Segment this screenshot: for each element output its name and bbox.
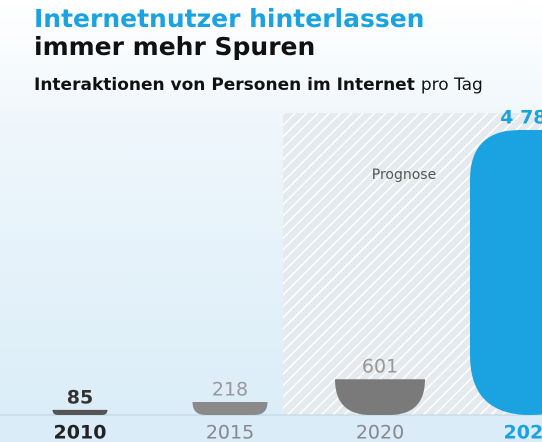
value-label: 601 <box>362 356 398 378</box>
forecast-label: Prognose <box>372 167 436 183</box>
value-label: 85 <box>67 386 93 408</box>
bar <box>53 410 108 415</box>
bar <box>470 130 542 415</box>
value-label: 4 785 <box>500 107 542 129</box>
x-tick-label: 2025 <box>504 422 542 442</box>
bar <box>335 379 425 415</box>
subtitle-main: Interaktionen von Personen im Internet <box>34 75 415 95</box>
value-label: 218 <box>212 379 248 401</box>
bar <box>193 402 268 415</box>
x-tick-label: 2010 <box>54 422 107 442</box>
x-tick-label: 2020 <box>356 422 404 442</box>
subtitle-unit: pro Tag <box>421 75 483 95</box>
chart-title-line2: immer mehr Spuren <box>34 32 315 61</box>
chart-title: Internetnutzer hinterlassen <box>34 4 424 33</box>
x-tick-label: 2015 <box>206 422 254 442</box>
chart: Internetnutzer hinterlassen immer mehr S… <box>0 0 542 442</box>
